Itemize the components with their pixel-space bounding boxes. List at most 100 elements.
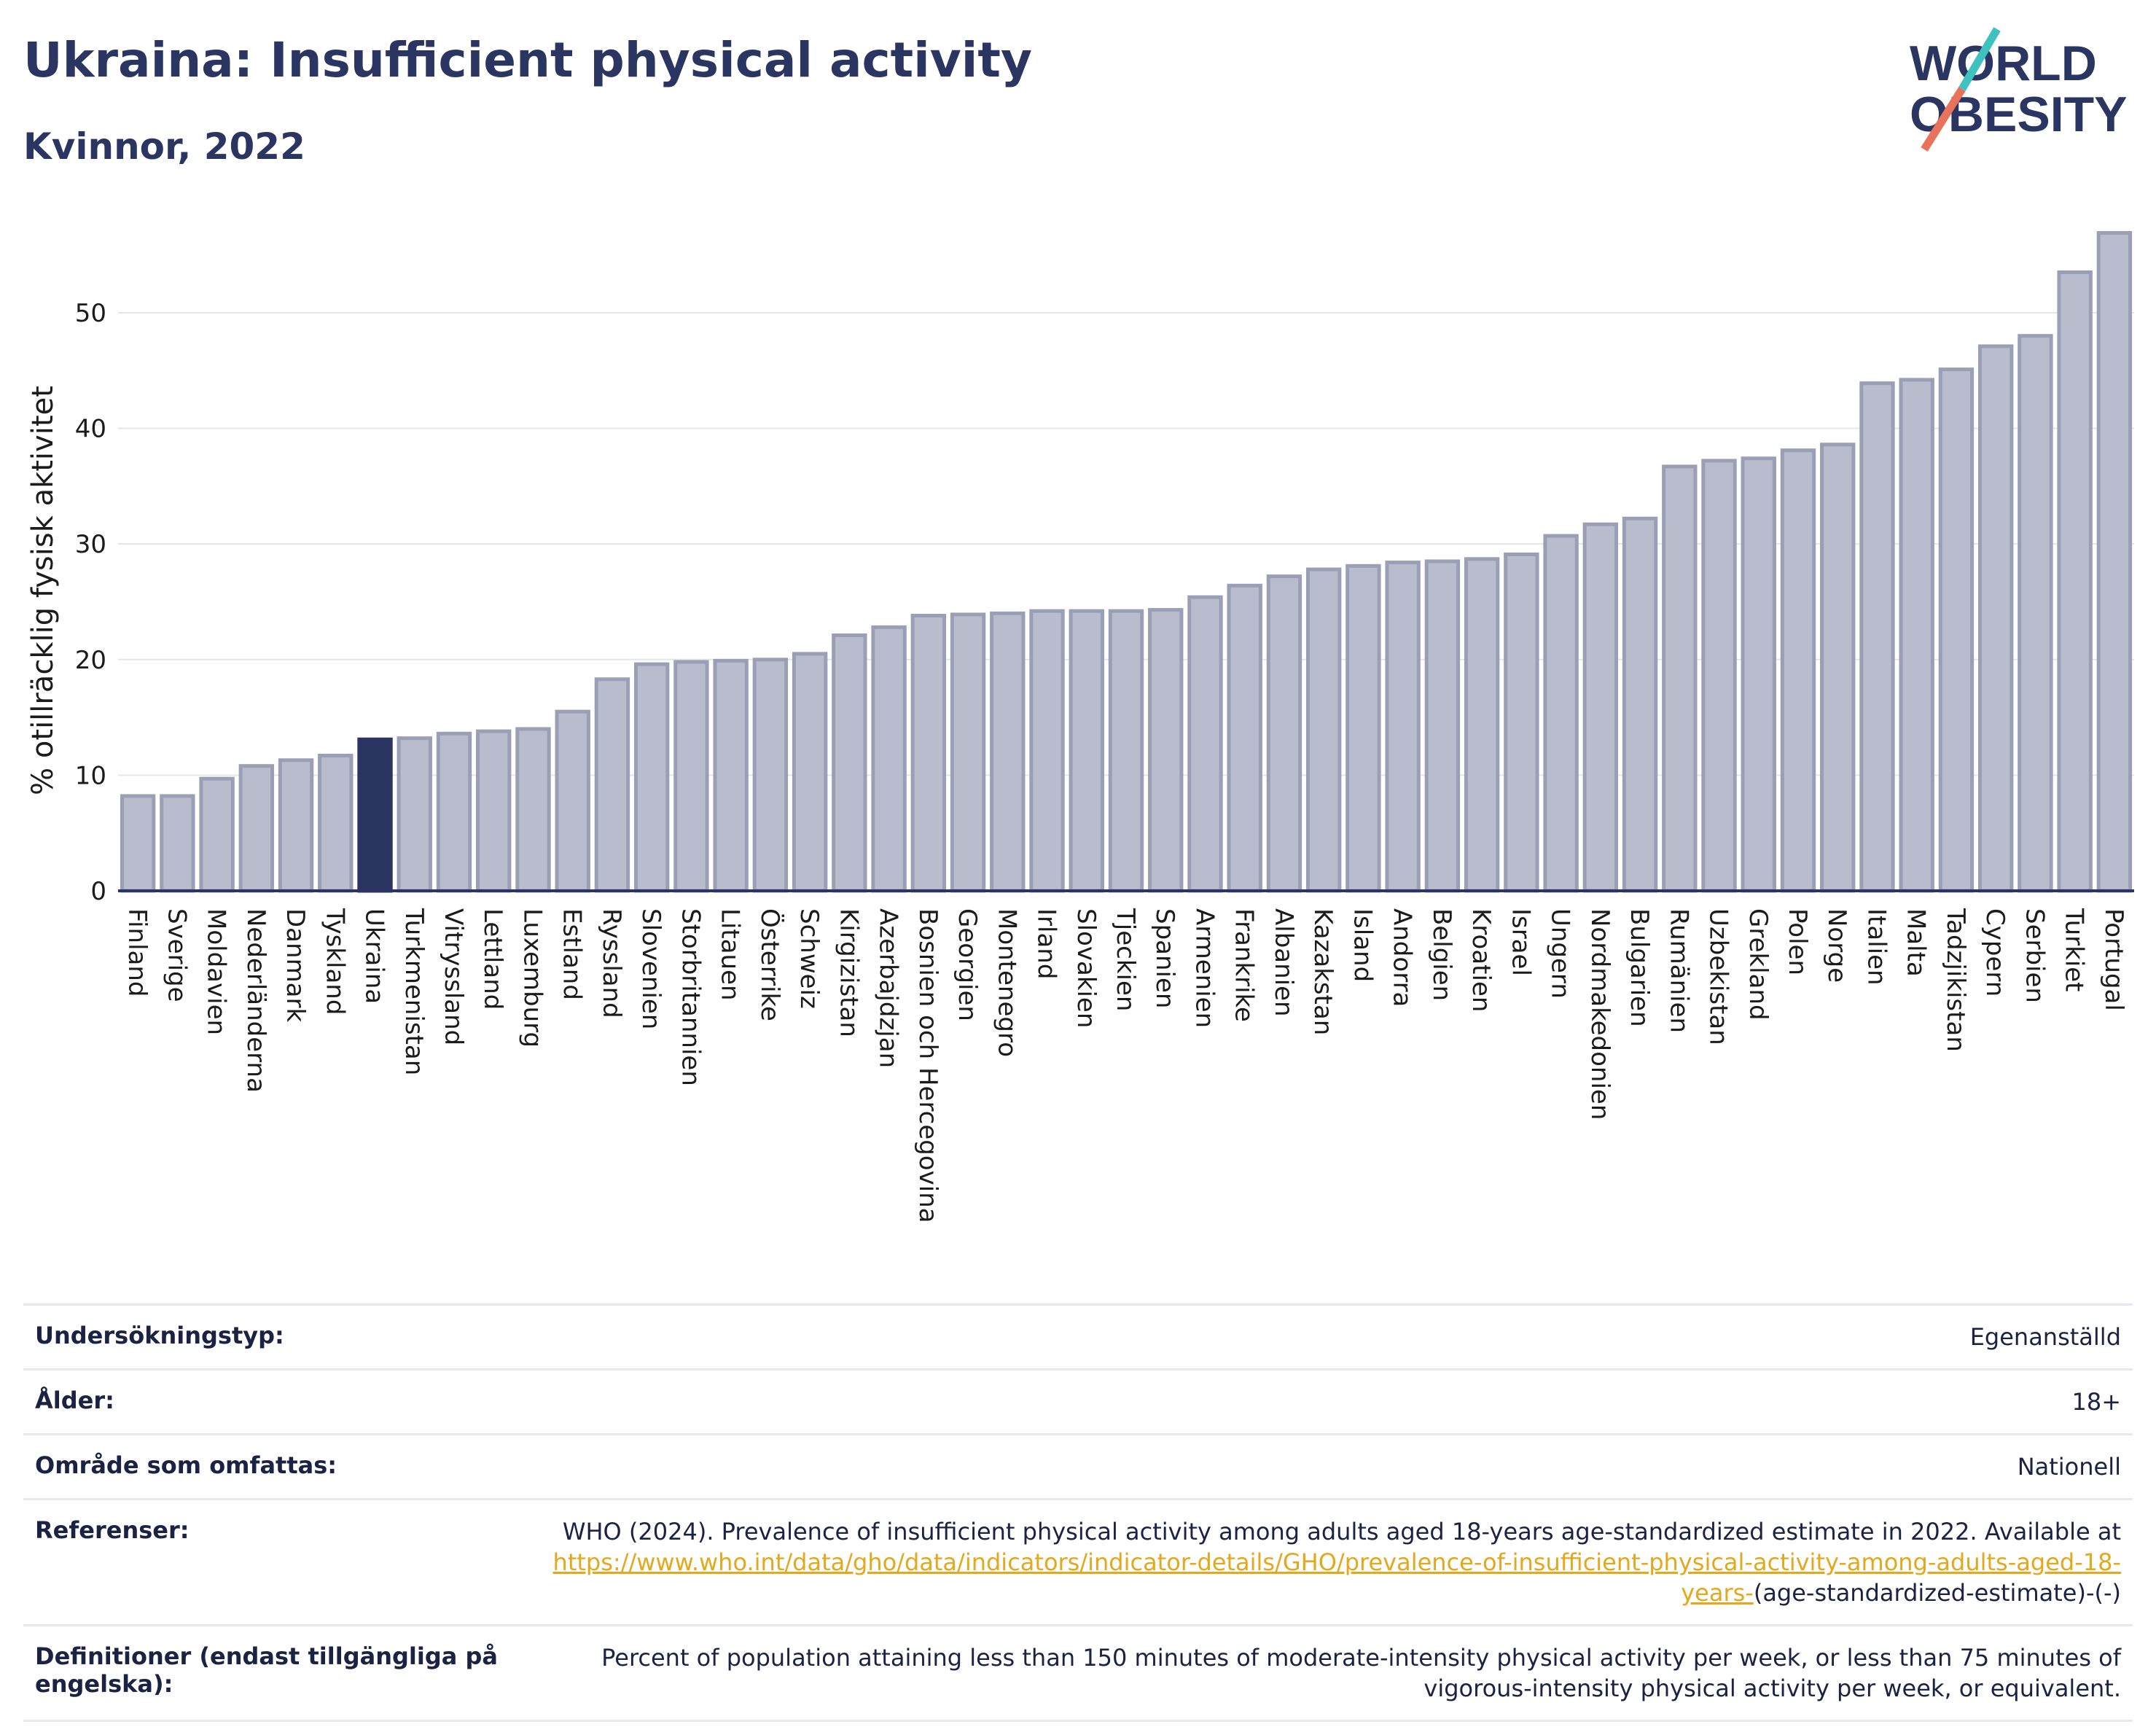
bar-estland[interactable] <box>555 709 590 893</box>
bar-storbritannien[interactable] <box>673 660 709 893</box>
bar-frankrike[interactable] <box>1227 583 1262 893</box>
meta-key: Område som omfattas: <box>35 1451 337 1479</box>
x-tick-label: Albanien <box>1269 908 1298 1017</box>
x-tick-label: Bulgarien <box>1625 908 1654 1027</box>
y-tick-label: 0 <box>90 877 106 906</box>
bar-malta[interactable] <box>1899 378 1934 893</box>
x-tick-label: Armenien <box>1190 908 1219 1028</box>
bar-ungern[interactable] <box>1543 534 1579 893</box>
bar-georgien[interactable] <box>950 612 986 893</box>
y-tick-label: 30 <box>75 530 106 559</box>
y-axis-ticks: 0 10 20 30 40 50 <box>75 299 106 906</box>
bar-rumänien[interactable] <box>1662 464 1698 893</box>
x-tick-label: Azerbajdzjan <box>874 908 903 1068</box>
x-tick-label: Schweiz <box>794 908 824 1009</box>
meta-key: Ålder: <box>35 1387 114 1414</box>
bar-österrike[interactable] <box>752 658 789 893</box>
bar-uzbekistan[interactable] <box>1701 459 1737 893</box>
x-axis-labels: Finland Sverige Moldavien Nederländerna Danm… <box>122 908 2128 1223</box>
bar-ukraina[interactable] <box>357 737 393 893</box>
meta-row: Ålder: 18+ <box>23 1368 2133 1433</box>
bar-vitryssland[interactable] <box>436 731 472 893</box>
bar-serbien[interactable] <box>2018 334 2053 893</box>
x-tick-label: Turkmenistan <box>399 908 429 1075</box>
bar-tadzjikistan[interactable] <box>1938 367 1975 893</box>
bar-turkmenistan[interactable] <box>397 736 432 893</box>
x-tick-label: Tadzjikistan <box>1941 908 1970 1052</box>
page-subtitle: Kvinnor, 2022 <box>23 125 305 168</box>
bar-bulgarien[interactable] <box>1622 516 1658 893</box>
x-tick-label: Island <box>1348 908 1377 982</box>
x-tick-label: Ungern <box>1546 908 1575 999</box>
bar-albanien[interactable] <box>1266 574 1302 893</box>
bar-danmark[interactable] <box>278 758 314 893</box>
meta-value: WHO (2024). Prevalence of insufficient p… <box>552 1518 2121 1607</box>
x-tick-label: Malta <box>1902 908 1931 977</box>
x-tick-label: Cypern <box>1980 908 2009 997</box>
x-tick-label: Ryssland <box>597 908 626 1018</box>
bar-finland[interactable] <box>120 794 156 893</box>
bar-nordmakedonien[interactable] <box>1582 522 1619 893</box>
meta-row: Referenser: WHO (2024). Prevalence of ins… <box>23 1498 2133 1624</box>
bar-grekland[interactable] <box>1741 456 1776 893</box>
bar-slovenien[interactable] <box>633 662 670 893</box>
bar-luxemburg[interactable] <box>515 727 551 893</box>
bar-irland[interactable] <box>1029 609 1065 893</box>
bar-andorra[interactable] <box>1385 561 1421 893</box>
bar-litauen[interactable] <box>713 658 749 893</box>
x-tick-label: Nordmakedonien <box>1585 908 1614 1120</box>
bar-montenegro[interactable] <box>990 611 1026 893</box>
y-tick-label: 50 <box>75 299 106 328</box>
meta-row: Definitioner (endast tillgängliga på eng… <box>23 1624 2133 1722</box>
bar-belgien[interactable] <box>1424 559 1461 893</box>
x-tick-label: Danmark <box>281 908 310 1022</box>
bar-island[interactable] <box>1345 564 1381 893</box>
bar-tyskland[interactable] <box>318 753 354 893</box>
bar-tjeckien[interactable] <box>1108 609 1144 893</box>
x-tick-label: Uzbekistan <box>1704 908 1733 1045</box>
x-tick-label: Litauen <box>716 908 745 1001</box>
logo-slash-top <box>1958 27 2001 91</box>
bar-nederländerna[interactable] <box>238 764 275 893</box>
x-tick-label: Rumänien <box>1664 908 1693 1033</box>
x-tick-label: Ukraina <box>360 908 389 1004</box>
bar-kazakstan[interactable] <box>1305 567 1342 893</box>
bar-moldavien[interactable] <box>199 776 235 893</box>
bar-slovakien[interactable] <box>1069 609 1104 893</box>
x-tick-label: Kirgizistan <box>834 908 863 1037</box>
bar-azerbajdzjan[interactable] <box>871 625 907 893</box>
reference-link[interactable]: https://www.who.int/data/gho/data/indica… <box>552 1548 2121 1607</box>
y-axis-label: % otillräcklig fysisk aktivitet <box>26 386 60 795</box>
bar-kirgizistan[interactable] <box>832 633 867 893</box>
x-tick-label: Montenegro <box>992 908 1021 1057</box>
metadata-table: Undersökningstyp: Egenanställd Ålder: 18+ Om… <box>23 1303 2133 1722</box>
bar-sverige[interactable] <box>160 794 195 893</box>
x-tick-label: Kroatien <box>1466 908 1496 1012</box>
x-tick-label: Serbien <box>2020 908 2049 1003</box>
x-tick-label: Norge <box>1822 908 1851 983</box>
bar-lettland[interactable] <box>476 729 512 893</box>
bar-turkiet[interactable] <box>2057 270 2093 893</box>
bar-bosnien-och-hercegovina[interactable] <box>910 614 947 893</box>
bar-italien[interactable] <box>1859 381 1895 893</box>
x-tick-label: Frankrike <box>1230 908 1259 1022</box>
x-tick-label: Tjeckien <box>1111 908 1140 1011</box>
bar-portugal[interactable] <box>2096 231 2133 893</box>
bar-ryssland[interactable] <box>594 677 630 893</box>
x-tick-label: Spanien <box>1150 908 1179 1008</box>
bar-spanien[interactable] <box>1148 608 1184 893</box>
bar-polen[interactable] <box>1780 448 1816 893</box>
reference-suffix: (age-standardized-estimate)-(-) <box>1753 1579 2121 1607</box>
bar-israel[interactable] <box>1504 552 1539 893</box>
bar-armenien[interactable] <box>1187 595 1223 893</box>
x-tick-label: Italien <box>1862 908 1891 986</box>
x-tick-label: Grekland <box>1743 908 1773 1021</box>
bar-schweiz[interactable] <box>792 652 828 893</box>
bar-kroatien[interactable] <box>1464 557 1500 893</box>
meta-value: Percent of population attaining less tha… <box>601 1644 2121 1702</box>
bar-cypern[interactable] <box>1977 344 2014 893</box>
bar-chart: 0 10 20 30 40 50 Finland Sverige Moldavien Neder… <box>26 231 2134 1223</box>
x-tick-label: Bosnien och Hercegovina <box>913 908 942 1223</box>
page-title: Ukraina: Insufficient physical activity <box>23 32 1033 88</box>
bar-norge[interactable] <box>1820 442 1856 893</box>
